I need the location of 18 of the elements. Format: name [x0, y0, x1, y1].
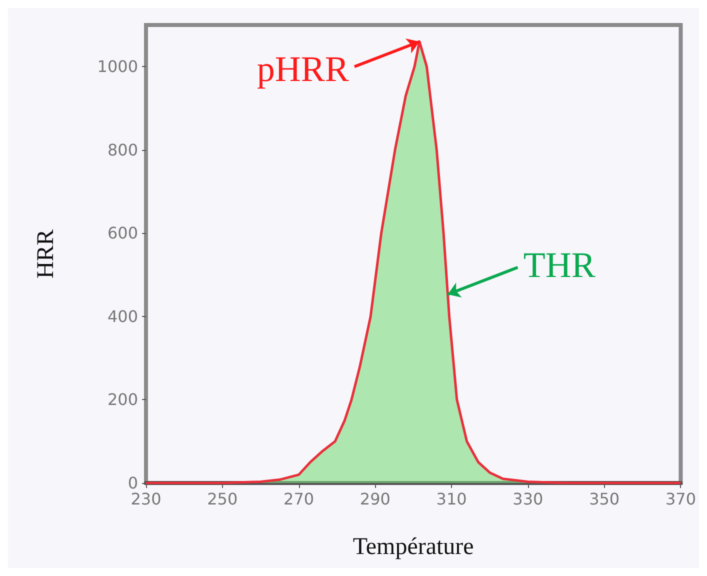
y-axis-title: HRR	[33, 229, 59, 279]
y-tick-label: 200	[107, 390, 138, 410]
y-tick-label: 800	[107, 140, 138, 160]
y-tick-label: 600	[107, 224, 138, 243]
x-tick-label: 230	[130, 490, 162, 508]
x-tick-label: 330	[512, 490, 544, 508]
y-tick-label: 1000	[97, 57, 138, 76]
x-tick-label: 270	[284, 490, 314, 508]
y-tick-label: 400	[107, 306, 138, 326]
y-tick-label: 0	[128, 474, 138, 492]
x-tick-label: 310	[436, 490, 467, 508]
annotation: pHRR	[256, 48, 349, 89]
x-tick-label: 350	[589, 490, 620, 508]
x-tick-label: 250	[207, 490, 238, 508]
x-axis-title: Température	[352, 534, 474, 560]
x-tick-label: 290	[360, 490, 390, 508]
x-tick-label: 370	[665, 490, 696, 508]
annotation: THR	[523, 245, 596, 286]
